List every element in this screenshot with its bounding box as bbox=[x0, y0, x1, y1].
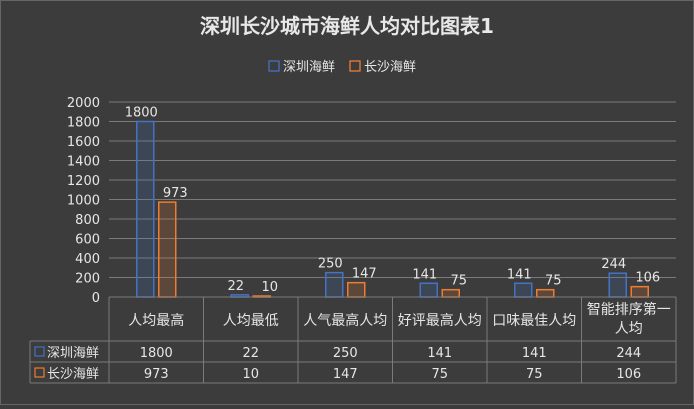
table-cell-2-1: 973 bbox=[144, 367, 169, 382]
category-label-6-line-2: 人均 bbox=[615, 321, 643, 337]
y-tick-label: 1400 bbox=[67, 155, 100, 170]
table-cell-1-4: 141 bbox=[427, 346, 452, 361]
data-label-2-6: 106 bbox=[635, 271, 660, 286]
legend-label-1: 深圳海鲜 bbox=[283, 60, 335, 75]
y-tick-label: 1600 bbox=[67, 135, 100, 150]
legend: 深圳海鲜 长沙海鲜 bbox=[268, 60, 416, 75]
table-series-name-1: 深圳海鲜 bbox=[47, 346, 99, 361]
data-label-2-3: 147 bbox=[352, 267, 377, 282]
y-tick-label: 800 bbox=[75, 213, 100, 228]
table-cell-2-2: 10 bbox=[242, 367, 259, 382]
data-label-1-4: 141 bbox=[412, 267, 437, 282]
data-label-1-2: 22 bbox=[227, 279, 244, 294]
y-tick-label: 0 bbox=[92, 291, 100, 306]
table-key-swatch-2 bbox=[34, 367, 45, 378]
category-label-3: 人气最高人均 bbox=[303, 312, 387, 329]
chart-title: 深圳长沙城市海鲜人均对比图表1 bbox=[200, 14, 494, 38]
table-series-name-2: 长沙海鲜 bbox=[47, 367, 99, 382]
y-tick-label: 200 bbox=[75, 272, 100, 287]
table-key-swatch-1 bbox=[34, 346, 45, 357]
data-label-2-5: 75 bbox=[545, 274, 562, 289]
table-cell-1-6: 244 bbox=[616, 346, 641, 361]
bar-2-3 bbox=[347, 281, 366, 298]
y-axis: 0 200 400 600 800 1000 1200 1400 1600 1800 2000 bbox=[67, 96, 100, 306]
category-label-5: 口味最佳人均 bbox=[492, 313, 576, 329]
data-labels: 1800 22 250 141 141 244 973 10 147 75 75 106 bbox=[125, 106, 660, 296]
y-tick-label: 1800 bbox=[67, 116, 100, 131]
grid bbox=[109, 101, 676, 298]
data-label-2-2: 10 bbox=[261, 280, 278, 295]
table-cell-1-3: 250 bbox=[333, 346, 358, 361]
y-tick-label: 400 bbox=[75, 252, 100, 267]
bar-2-4 bbox=[441, 288, 460, 298]
legend-swatch-1 bbox=[268, 60, 280, 72]
category-label-4: 好评最高人均 bbox=[398, 312, 482, 329]
legend-label-2: 长沙海鲜 bbox=[364, 60, 416, 75]
bar-2-6 bbox=[630, 285, 649, 298]
data-label-2-4: 75 bbox=[450, 274, 467, 289]
table-cell-1-5: 141 bbox=[522, 346, 547, 361]
y-tick-label: 600 bbox=[75, 233, 100, 248]
table-cell-2-6: 106 bbox=[616, 367, 641, 382]
category-label-2: 人均最低 bbox=[223, 313, 279, 329]
table-cell-2-5: 75 bbox=[526, 367, 543, 382]
data-label-1-3: 250 bbox=[318, 257, 343, 272]
bar-2-5 bbox=[536, 288, 555, 298]
data-label-1-1: 1800 bbox=[125, 106, 158, 121]
y-tick-label: 2000 bbox=[67, 96, 100, 111]
bar-1-4 bbox=[419, 282, 438, 298]
y-tick-label: 1000 bbox=[67, 194, 100, 209]
y-tick-label: 1200 bbox=[67, 174, 100, 189]
bar-1-1 bbox=[136, 120, 155, 298]
bar-1-5 bbox=[514, 282, 533, 298]
category-label-1: 人均最高 bbox=[128, 312, 184, 329]
bars bbox=[136, 120, 649, 298]
data-label-2-1: 973 bbox=[163, 186, 188, 201]
category-label-6-line-1: 智能排序第一 bbox=[587, 301, 671, 318]
legend-swatch-2 bbox=[349, 60, 361, 72]
data-label-1-5: 141 bbox=[507, 267, 532, 282]
data-label-1-6: 244 bbox=[601, 257, 626, 272]
table-cell-2-4: 75 bbox=[431, 367, 448, 382]
table-cell-1-2: 22 bbox=[242, 346, 259, 361]
bar-1-6 bbox=[608, 272, 627, 298]
bar-1-3 bbox=[325, 271, 344, 298]
table-cell-2-3: 147 bbox=[333, 367, 358, 382]
bar-2-1 bbox=[158, 201, 177, 298]
table-cell-1-1: 1800 bbox=[140, 346, 173, 361]
